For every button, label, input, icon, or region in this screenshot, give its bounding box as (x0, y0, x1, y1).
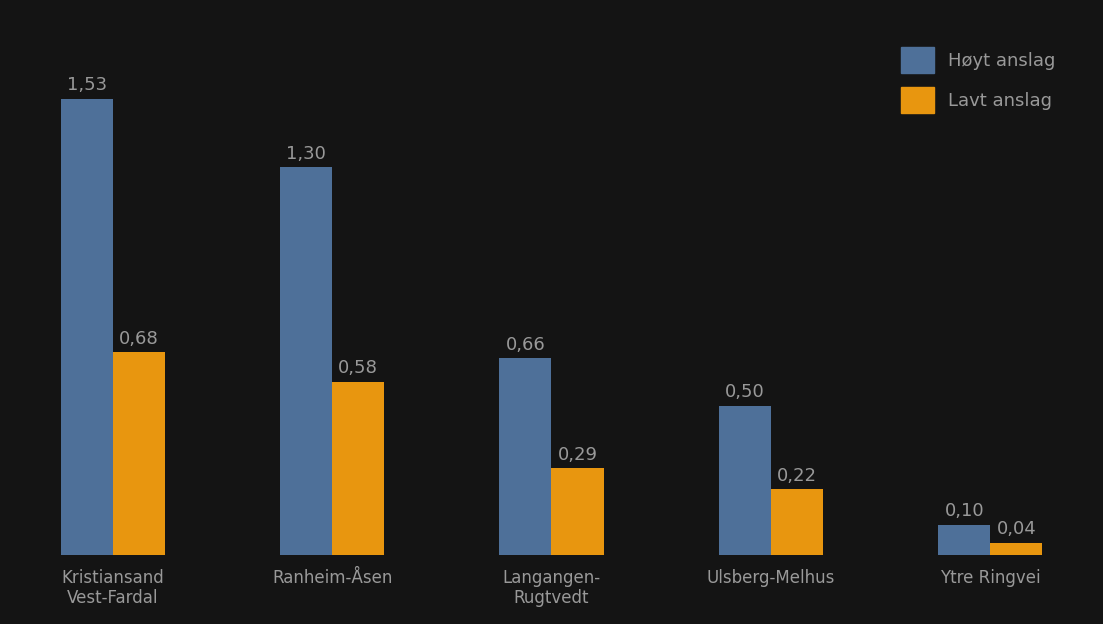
Text: 0,58: 0,58 (339, 359, 378, 378)
Text: 0,04: 0,04 (996, 520, 1037, 539)
Text: 0,10: 0,10 (944, 502, 984, 520)
Bar (771, 489, 823, 555)
Bar (61, 99, 113, 555)
Legend: Høyt anslag, Lavt anslag: Høyt anslag, Lavt anslag (880, 26, 1078, 135)
Bar (332, 382, 384, 555)
Text: 0,68: 0,68 (119, 329, 159, 348)
Bar (552, 468, 603, 555)
Bar (280, 167, 332, 555)
Bar (113, 352, 164, 555)
Text: 0,66: 0,66 (505, 336, 545, 354)
Bar (939, 525, 990, 555)
Text: 0,29: 0,29 (557, 446, 598, 464)
Text: 1,53: 1,53 (66, 76, 107, 94)
Text: 0,50: 0,50 (725, 383, 764, 401)
Bar (719, 406, 771, 555)
Text: 1,30: 1,30 (286, 145, 326, 163)
Bar (500, 358, 552, 555)
Bar (990, 543, 1042, 555)
Text: 0,22: 0,22 (777, 467, 817, 485)
